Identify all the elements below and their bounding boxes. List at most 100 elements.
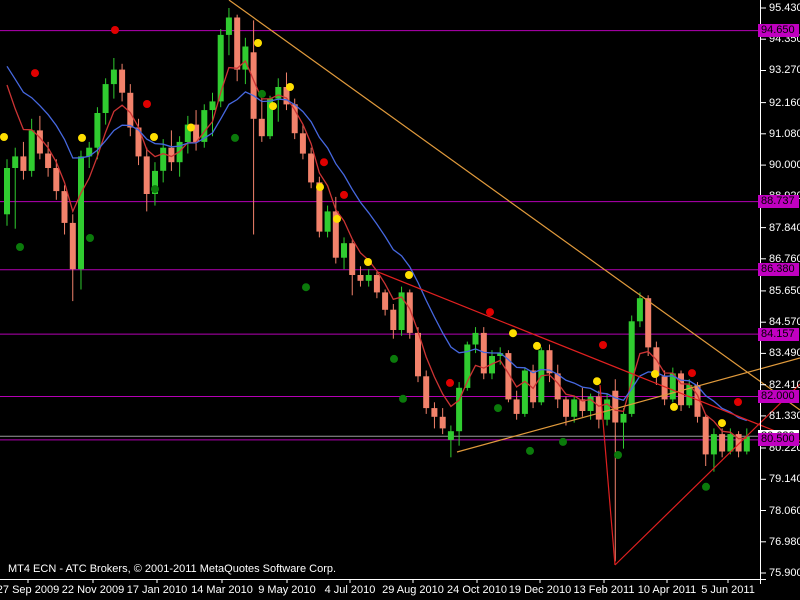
red-signal-dot	[111, 26, 119, 34]
date-tick-label: 19 Dec 2010	[508, 584, 572, 596]
price-tick-label: 95.430	[769, 2, 800, 14]
candle-body	[456, 387, 463, 432]
yellow-signal-dot	[187, 123, 195, 132]
candle-body	[69, 222, 76, 270]
candle-body	[727, 434, 734, 452]
candle-body	[316, 182, 323, 232]
candle-body	[143, 156, 150, 194]
candle-body	[636, 298, 643, 322]
date-tick-label: 5 Jun 2011	[701, 584, 755, 596]
price-tick-label: 91.080	[769, 128, 800, 140]
candle-body	[110, 69, 117, 85]
candle-body	[291, 104, 298, 134]
price-tick-label: 78.060	[769, 505, 800, 517]
level-price-label: 84.157	[758, 328, 799, 341]
level-price-label: 86.380	[758, 263, 799, 276]
trendline-spike-red-left[interactable]	[599, 384, 616, 566]
price-tick-label: 82.410	[769, 379, 800, 391]
date-tick-label: 14 Mar 2010	[191, 584, 253, 596]
candle-body	[152, 170, 158, 194]
price-tick-label: 76.980	[769, 536, 800, 548]
date-tick-label: 9 May 2010	[258, 584, 316, 596]
green-signal-dot	[494, 404, 502, 413]
candles-layer	[4, 8, 750, 562]
green-signal-dot	[390, 354, 398, 363]
yellow-signal-dot	[405, 271, 413, 279]
candle-body	[678, 373, 684, 406]
candle-body	[546, 350, 553, 374]
trendlines-layer	[228, 0, 800, 566]
price-tick-label: 87.840	[769, 222, 800, 234]
yellow-signal-dot	[651, 370, 659, 378]
red-signal-dot	[734, 398, 742, 406]
candle-body	[324, 211, 331, 232]
candle-body	[439, 416, 446, 429]
red-signal-dot	[599, 341, 607, 349]
yellow-signal-dot	[718, 419, 726, 428]
date-tick-label: 17 Jan 2010	[126, 584, 188, 596]
candle-body	[12, 156, 19, 168]
red-signal-dot	[446, 378, 454, 387]
candle-body	[4, 168, 10, 215]
candle-body	[702, 416, 709, 455]
green-signal-dot	[702, 482, 710, 491]
green-signal-dot	[526, 446, 534, 455]
price-tick-label: 79.140	[769, 473, 800, 485]
candle-body	[234, 17, 241, 70]
price-tick-label: 90.000	[769, 159, 800, 171]
candle-body	[242, 46, 249, 70]
candle-body	[193, 124, 200, 142]
red-signal-dot	[31, 69, 39, 78]
candle-body	[341, 243, 347, 258]
candle-body	[184, 124, 191, 142]
candle-body	[406, 292, 413, 333]
candle-body	[735, 434, 742, 452]
date-tick-label: 10 Apr 2011	[637, 584, 697, 596]
copyright-text: MT4 ECN - ATC Brokers, © 2001-2011 MetaQ…	[8, 563, 337, 575]
date-tick-label: 27 Sep 2009	[0, 584, 60, 596]
price-tick-label: 86.760	[769, 253, 800, 265]
yellow-signal-dot	[269, 102, 277, 111]
candle-body	[94, 113, 101, 148]
candle-body	[225, 17, 232, 35]
trendline-spike-red-right[interactable]	[614, 383, 800, 566]
candle-body	[423, 376, 430, 409]
candle-body	[373, 275, 380, 293]
price-tick-label: 83.490	[769, 347, 800, 359]
candle-body	[20, 156, 27, 171]
candle-body	[267, 98, 273, 137]
level-price-label: 88.737	[758, 195, 799, 208]
trendline-downtrend-red[interactable]	[377, 271, 800, 442]
horizontal-levels-layer	[0, 30, 760, 441]
candle-body	[464, 344, 471, 388]
trendline-uptrend-orange[interactable]	[456, 357, 800, 453]
candle-body	[661, 376, 668, 400]
candle-body	[61, 191, 68, 223]
candle-body	[612, 390, 619, 423]
trendline-downtrend-orange[interactable]	[228, 0, 800, 411]
candle-body	[45, 153, 52, 168]
candle-body	[563, 399, 569, 417]
date-tick-label: 13 Feb 2011	[573, 584, 635, 596]
yellow-signal-dot	[509, 329, 517, 338]
candle-body	[694, 385, 701, 417]
candle-body	[390, 309, 397, 330]
date-tick-label: 4 Jul 2010	[324, 584, 376, 596]
candle-body	[669, 373, 676, 400]
yellow-signal-dot	[670, 402, 678, 411]
candle-body	[299, 133, 306, 154]
candle-body	[201, 110, 208, 142]
candle-body	[53, 168, 60, 192]
date-tick-label: 22 Nov 2009	[61, 584, 125, 596]
candle-body	[102, 84, 109, 113]
price-tick-label: 92.160	[769, 97, 800, 109]
candle-body	[365, 275, 372, 281]
price-tick-label: 84.570	[769, 316, 800, 328]
candle-body	[719, 434, 726, 452]
fast-red-ma-line	[6, 59, 747, 440]
candle-body	[258, 118, 265, 137]
candle-body	[283, 87, 290, 105]
green-signal-dot	[302, 283, 310, 292]
